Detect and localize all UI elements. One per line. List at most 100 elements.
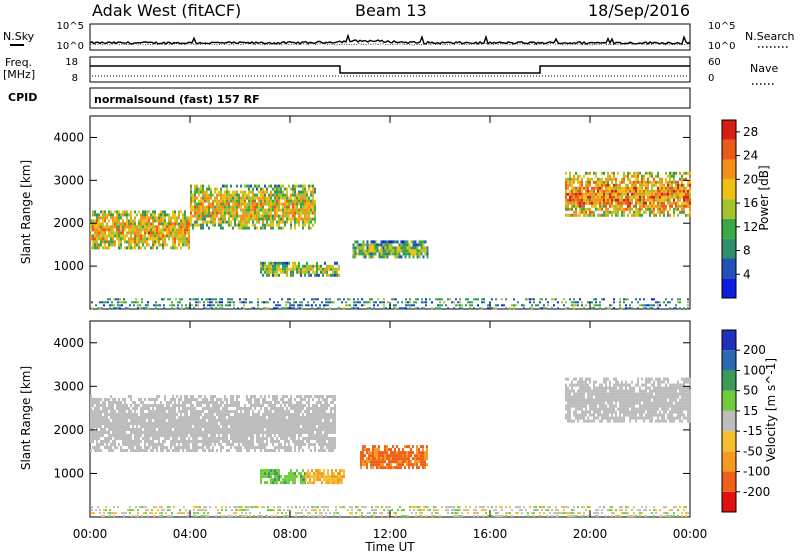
echo-cell [118,422,120,425]
echo-cell [248,440,250,443]
echo-cell [172,410,174,413]
echo-cell [262,443,264,446]
echo-cell [677,199,679,202]
echo-cell [202,203,204,206]
echo-cell [158,216,160,219]
echo-cell [240,449,242,452]
echo-cell [210,416,212,419]
echo-cell [278,268,280,271]
echo-cell [627,190,629,193]
echo-cell [451,301,453,303]
echo-cell [116,222,118,225]
echo-cell [262,428,264,431]
echo-cell [308,185,310,188]
echo-cell [256,437,258,440]
echo-cell [637,190,639,193]
echo-cell [314,215,316,218]
echo-cell [216,212,218,215]
echo-cell [687,205,689,208]
echo-cell [254,227,256,230]
echo-cell [98,413,100,416]
echo-cell [577,193,579,196]
echo-region [565,172,691,217]
echo-cell [102,210,104,213]
echo-cell [190,221,192,224]
echo-cell [274,407,276,410]
echo-cell [367,307,369,309]
echo-cell [150,404,152,407]
echo-cell [128,425,130,428]
echo-cell [292,425,294,428]
echo-cell [226,206,228,209]
echo-cell [144,407,146,410]
echo-cell [156,419,158,422]
echo-cell [138,431,140,434]
echo-cell [162,434,164,437]
echo-cell [375,240,377,243]
echo-cell [585,190,587,193]
echo-cell [242,212,244,215]
echo-cell [302,194,304,197]
echo-cell [276,419,278,422]
echo-cell [190,449,192,452]
echo-cell [399,246,401,249]
echo-cell [238,197,240,200]
echo-cell [282,413,284,416]
echo-cell [182,410,184,413]
echo-cell [264,227,266,230]
echo-cell [278,206,280,209]
echo-cell [240,209,242,212]
echo-cell [220,203,222,206]
echo-cell [299,307,301,309]
echo-cell [178,234,180,237]
echo-cell [190,212,192,215]
echo-cell [92,234,94,237]
echo-cell [236,209,238,212]
echo-cell [639,172,641,175]
echo-cell [323,478,325,481]
echo-cell [112,243,114,246]
echo-cell [685,190,687,193]
echo-cell [162,419,164,422]
echo-cell [266,422,268,425]
echo-cell [180,419,182,422]
echo-cell [134,404,136,407]
echo-cell [240,440,242,443]
echo-cell [252,437,254,440]
echo-cell [204,209,206,212]
echo-cell [120,416,122,419]
echo-cell [249,301,251,303]
echo-cell [172,231,174,234]
echo-cell [272,224,274,227]
echo-cell [136,240,138,243]
echo-cell [645,181,647,184]
echo-cell [256,425,258,428]
echo-cell [192,407,194,410]
echo-cell [284,271,286,274]
echo-cell [264,437,266,440]
echo-cell [168,213,170,216]
echo-cell [290,478,292,481]
echo-cell [188,419,190,422]
echo-cell [174,413,176,416]
echo-cell [104,234,106,237]
echo-cell [252,218,254,221]
echo-cell [230,431,232,434]
echo-cell [126,422,128,425]
echo-cell [166,231,168,234]
echo-cell [172,404,174,407]
echo-cell [661,193,663,196]
echo-cell [278,197,280,200]
echo-cell [290,413,292,416]
echo-cell [146,416,148,419]
echo-cell [184,410,186,413]
echo-cell [337,475,339,478]
echo-cell [112,431,114,434]
echo-cell [270,227,272,230]
echo-cell [118,401,120,404]
echo-cell [122,413,124,416]
echo-cell [421,252,423,255]
echo-cell [657,208,659,211]
echo-cell [244,197,246,200]
echo-cell [262,262,264,265]
